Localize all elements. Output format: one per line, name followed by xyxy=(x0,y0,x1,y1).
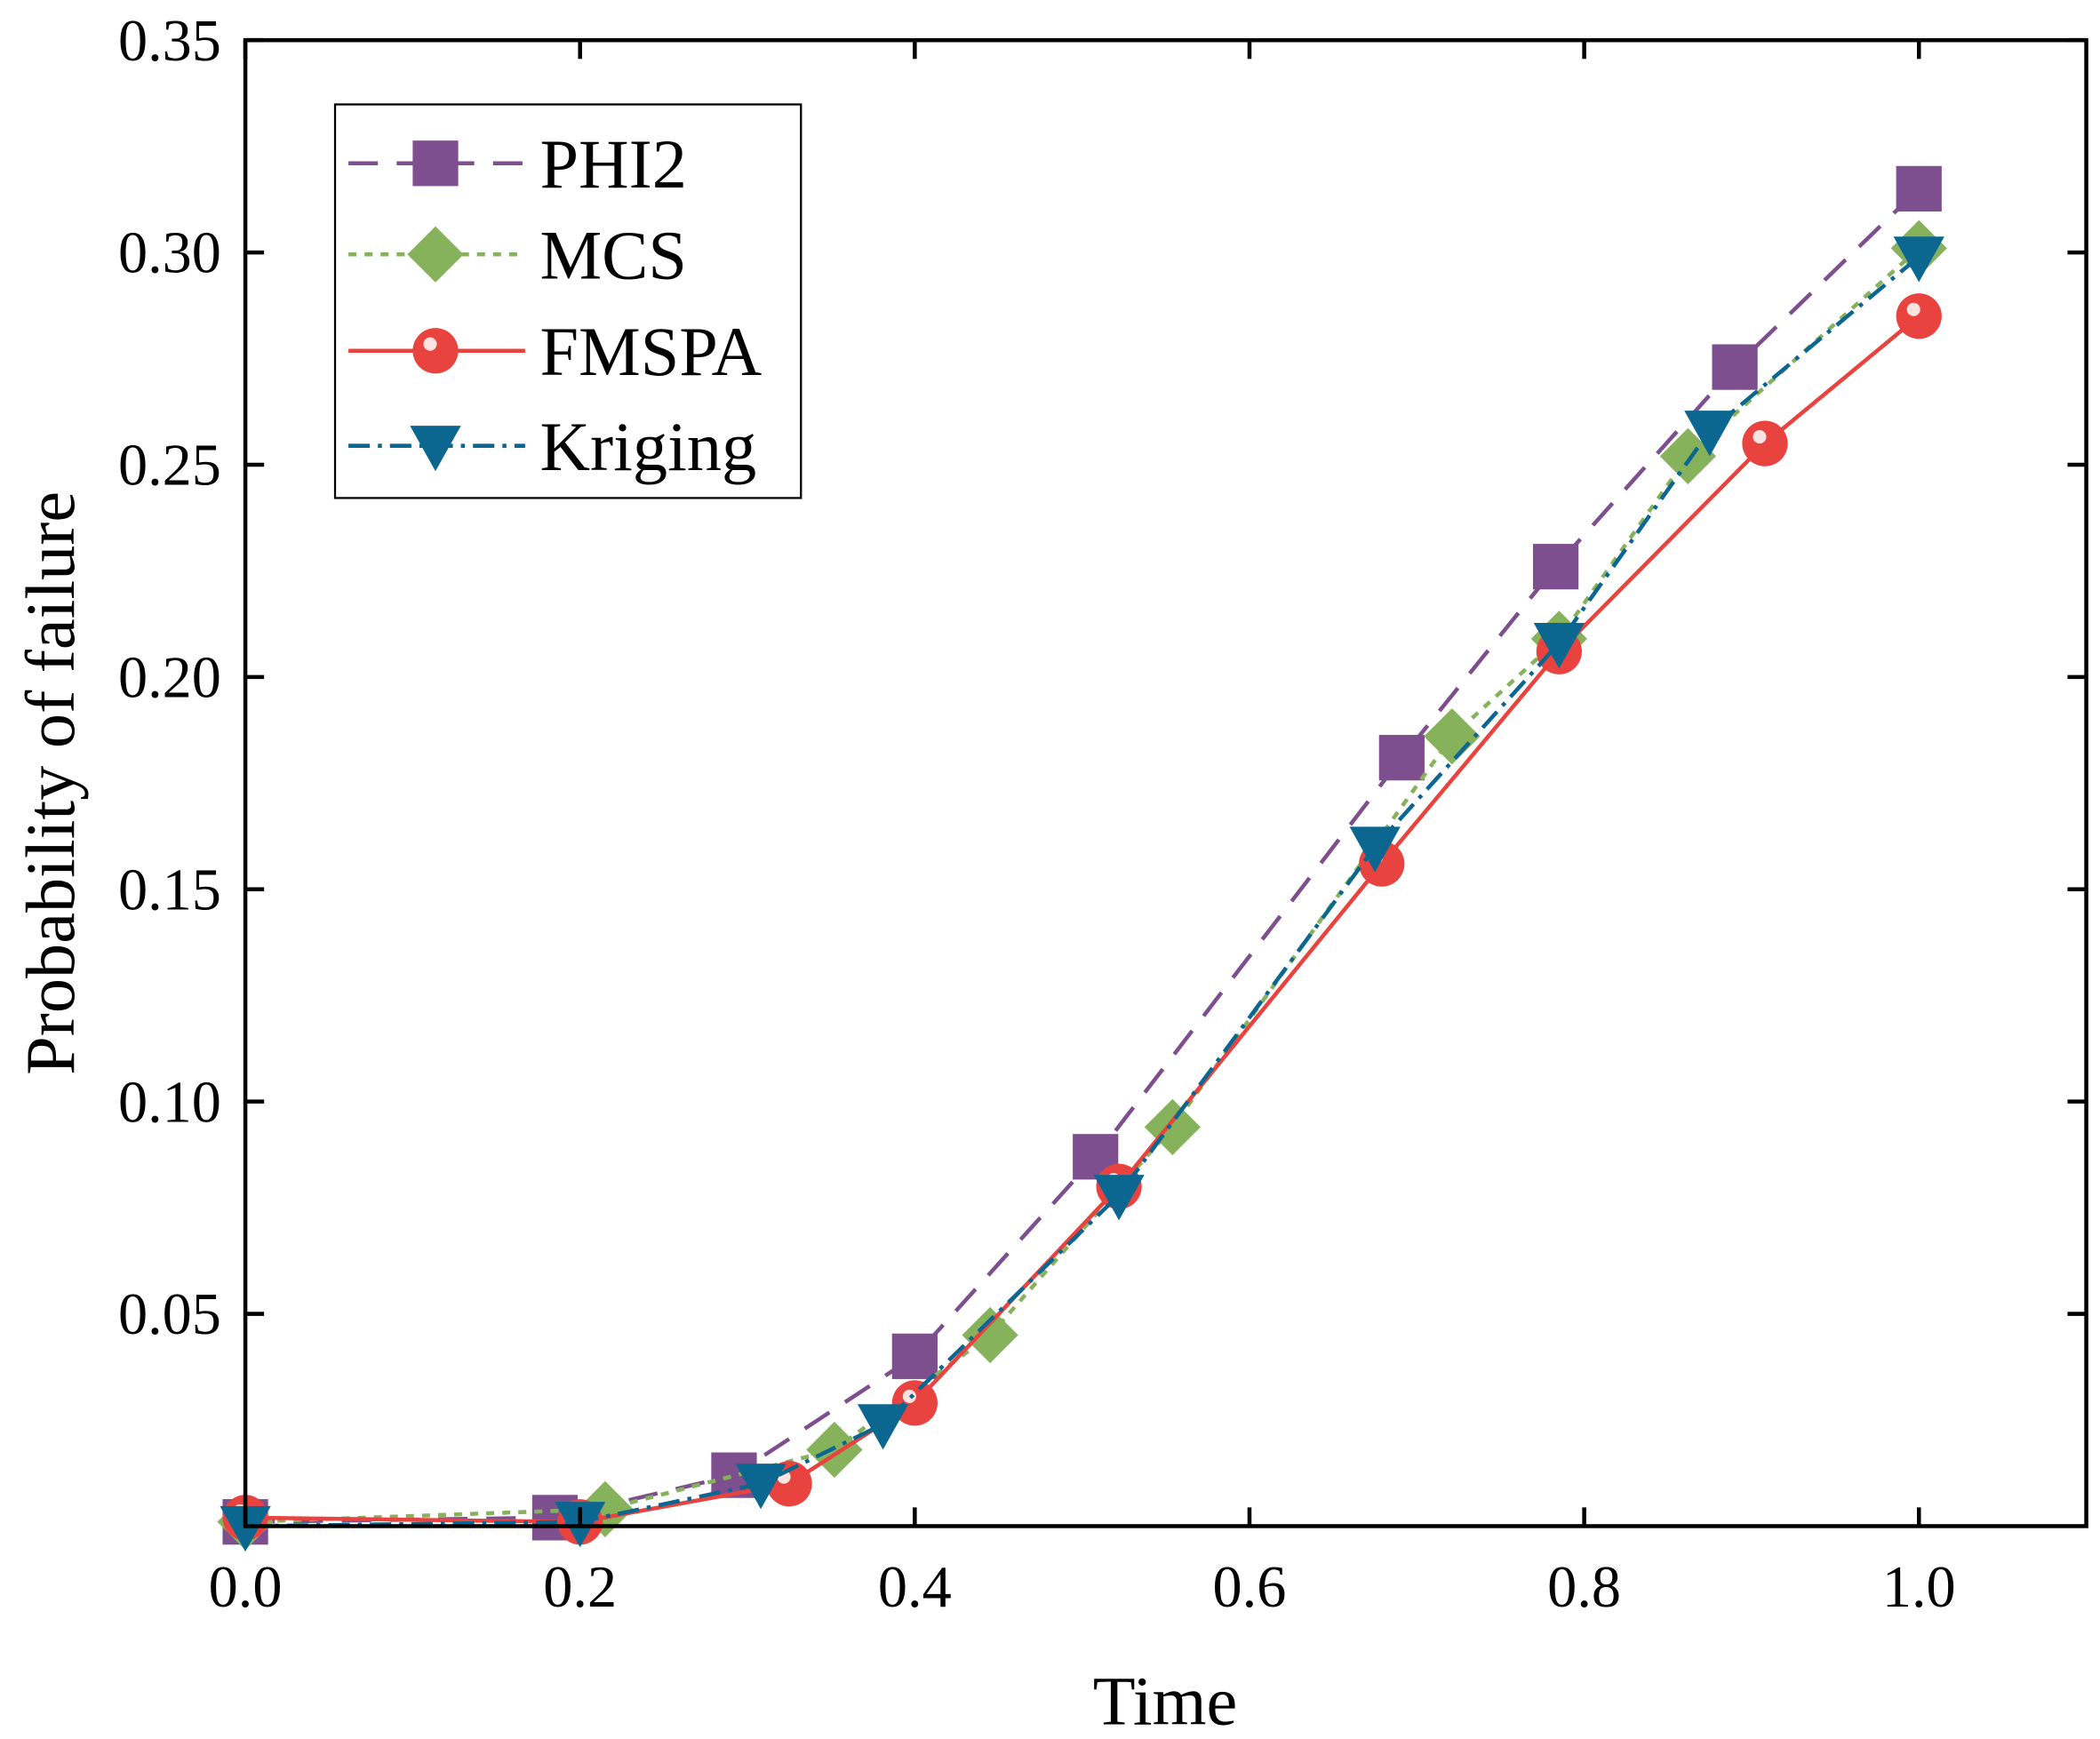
data-point-mcs xyxy=(962,1306,1018,1364)
data-point-kriging xyxy=(1893,236,1944,283)
y-tick-label: 0.25 xyxy=(118,434,221,499)
y-tick-label: 0.10 xyxy=(118,1070,221,1135)
data-point-fmspa-body xyxy=(1742,420,1788,467)
y-axis-label: Probability of failure xyxy=(12,491,89,1075)
data-point-mcs xyxy=(1424,708,1481,765)
legend-marker-phi2 xyxy=(412,140,459,187)
legend-label-kriging: Kriging xyxy=(540,408,757,485)
legend-marker-kriging xyxy=(410,426,461,472)
data-point-phi2 xyxy=(1712,344,1758,390)
x-tick-label: 0.6 xyxy=(1213,1555,1287,1620)
data-point-phi2 xyxy=(891,1333,938,1379)
x-tick-label: 0.8 xyxy=(1547,1555,1621,1620)
y-tick-label: 0.30 xyxy=(118,221,221,286)
legend-marker-mcs xyxy=(407,226,464,283)
data-point-fmspa-body xyxy=(891,1380,938,1426)
x-tick-label: 0.0 xyxy=(209,1555,283,1620)
series-kriging xyxy=(220,236,1944,1552)
legend-marker-fmspa-body xyxy=(412,328,459,374)
data-point-phi2 xyxy=(1532,544,1579,590)
data-point-phi2 xyxy=(1378,735,1425,781)
legend-label-mcs: MCS xyxy=(540,216,687,293)
data-point-fmspa xyxy=(1742,420,1788,467)
legend: PHI2 MCS FMSPA Kriging xyxy=(333,103,802,499)
data-point-fmspa-body xyxy=(1896,293,1942,339)
x-tick-label: 1.0 xyxy=(1882,1555,1956,1620)
data-point-kriging xyxy=(1093,1175,1145,1221)
data-point-fmspa-highlight xyxy=(1906,302,1920,316)
x-tick-label: 0.4 xyxy=(878,1555,952,1620)
data-point-kriging xyxy=(735,1464,787,1510)
x-axis-label: Time xyxy=(1093,1662,1238,1739)
legend-marker-fmspa-highlight xyxy=(423,337,437,351)
data-point-kriging xyxy=(1684,411,1736,457)
data-point-fmspa xyxy=(1896,293,1942,339)
data-point-kriging xyxy=(857,1404,909,1450)
data-point-kriging xyxy=(220,1505,271,1552)
y-tick-label: 0.35 xyxy=(118,9,221,74)
y-tick-label: 0.15 xyxy=(118,858,221,922)
series-phi2 xyxy=(222,165,1942,1545)
legend-label-phi2: PHI2 xyxy=(540,125,687,203)
data-point-fmspa-highlight xyxy=(1753,430,1767,444)
y-tick-label: 0.20 xyxy=(118,645,221,710)
data-point-phi2 xyxy=(1896,165,1942,212)
data-point-kriging xyxy=(1533,623,1585,669)
y-tick-label: 0.05 xyxy=(118,1282,221,1347)
legend-label-fmspa: FMSPA xyxy=(540,313,763,390)
legend-marker-fmspa xyxy=(412,328,459,374)
plot-frame xyxy=(243,37,2088,1528)
x-tick-label: 0.2 xyxy=(543,1555,617,1620)
data-point-kriging xyxy=(1349,826,1401,873)
